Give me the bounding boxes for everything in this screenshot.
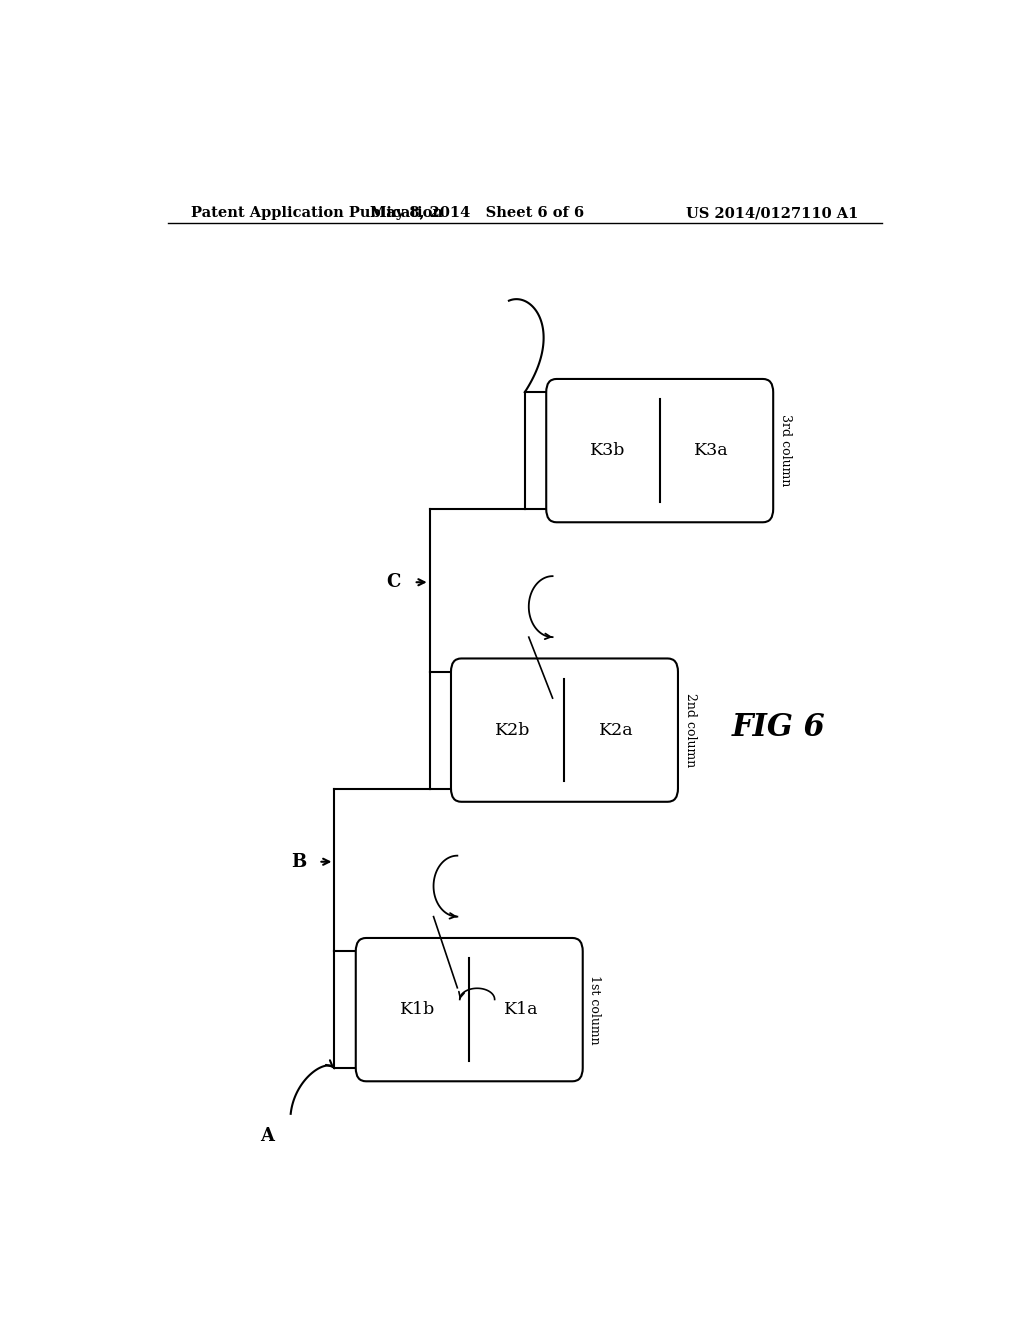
Text: B: B — [291, 853, 306, 871]
FancyBboxPatch shape — [546, 379, 773, 523]
Text: May 8, 2014   Sheet 6 of 6: May 8, 2014 Sheet 6 of 6 — [370, 206, 585, 220]
Text: K2a: K2a — [599, 722, 634, 739]
FancyBboxPatch shape — [451, 659, 678, 801]
Text: K2b: K2b — [496, 722, 530, 739]
Text: FIG 6: FIG 6 — [732, 711, 825, 743]
Text: Patent Application Publication: Patent Application Publication — [191, 206, 443, 220]
Text: A: A — [260, 1127, 273, 1146]
Text: K3b: K3b — [591, 442, 626, 459]
Text: K1b: K1b — [400, 1001, 435, 1018]
Text: C: C — [387, 573, 401, 591]
Text: 1st column: 1st column — [588, 975, 601, 1044]
Text: K3a: K3a — [694, 442, 729, 459]
Text: US 2014/0127110 A1: US 2014/0127110 A1 — [686, 206, 858, 220]
Text: K1a: K1a — [504, 1001, 538, 1018]
FancyBboxPatch shape — [355, 939, 583, 1081]
Text: 2nd column: 2nd column — [684, 693, 696, 767]
Text: 3rd column: 3rd column — [779, 414, 792, 487]
